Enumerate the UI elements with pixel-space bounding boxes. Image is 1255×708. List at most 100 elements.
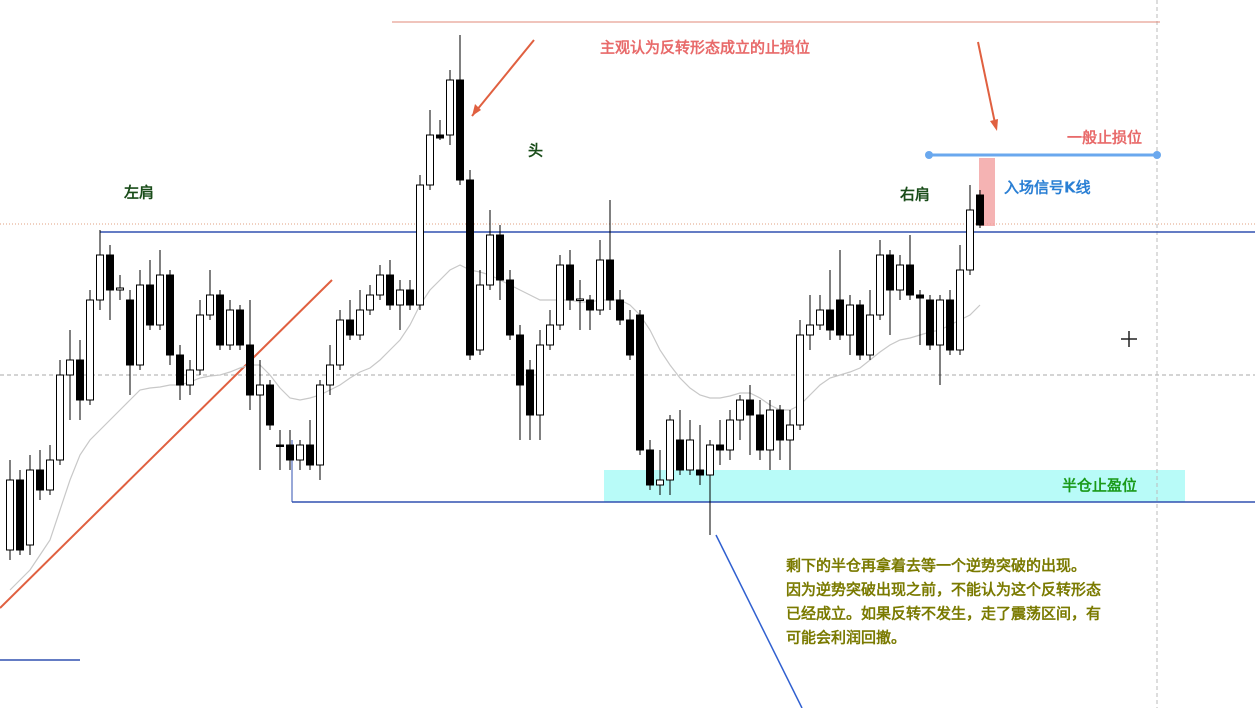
candle-body: [506, 279, 514, 336]
candle-body: [106, 254, 114, 291]
candle-body: [526, 369, 534, 416]
candle-body: [426, 134, 434, 186]
candle-body: [626, 319, 634, 356]
candle-body: [276, 444, 284, 447]
candle-body: [446, 79, 454, 136]
candle-body: [596, 259, 604, 311]
candle-body: [976, 194, 984, 226]
arrow: [977, 41, 997, 129]
candle-body: [386, 274, 394, 306]
cursor: [1121, 331, 1137, 347]
candle-body: [46, 459, 54, 491]
trend-line: [0, 279, 333, 609]
candle-body: [906, 264, 914, 296]
candle-body: [16, 479, 24, 551]
handle: [1153, 151, 1161, 159]
candle-body: [6, 479, 14, 551]
candle-body: [966, 209, 974, 271]
note-line: 剩下的半仓再拿着去等一个逆势突破的出现。: [786, 557, 1086, 575]
candle-body: [726, 419, 734, 451]
candle-body: [396, 289, 404, 306]
candle-body: [166, 274, 174, 356]
candle-body: [806, 324, 814, 336]
candle-body: [656, 479, 664, 486]
candle-body: [856, 304, 864, 356]
annotation: 入场信号K线: [1004, 179, 1091, 197]
candle-body: [706, 444, 714, 476]
candle-body: [26, 469, 34, 546]
candle-body: [866, 314, 874, 356]
candle-body: [336, 319, 344, 366]
candle-body: [756, 414, 764, 451]
annotation: 右肩: [900, 186, 930, 204]
candle-body: [286, 444, 294, 461]
arrow: [471, 39, 535, 117]
candle-body: [326, 364, 334, 386]
candle-body: [156, 274, 164, 326]
annotation: 一般止损位: [1067, 129, 1142, 147]
candle-body: [776, 409, 784, 441]
annotation: 半仓止盈位: [1062, 477, 1137, 495]
candle-body: [796, 334, 804, 426]
candle-body: [686, 439, 694, 471]
candle-body: [96, 254, 104, 301]
candle-body: [126, 299, 134, 366]
arrow-head: [472, 104, 481, 116]
candle-body: [516, 334, 524, 386]
annotation: 主观认为反转形态成立的止损位: [600, 39, 810, 57]
candle-body: [556, 264, 564, 326]
candle-body: [496, 234, 504, 281]
note-line: 已经成立。如果反转不发生，走了震荡区间，有: [786, 605, 1101, 623]
candle-body: [566, 264, 574, 301]
candle-body: [886, 254, 894, 291]
candle-body: [536, 344, 544, 416]
candle-body: [346, 319, 354, 336]
note-line: 可能会利润回撤。: [786, 629, 906, 647]
candle-body: [306, 444, 314, 466]
candle-body: [786, 424, 794, 441]
candle-body: [416, 184, 424, 306]
candle-body: [196, 314, 204, 371]
candle-body: [136, 284, 144, 366]
candle-body: [666, 419, 674, 481]
candle-body: [916, 294, 924, 299]
candle-body: [696, 469, 704, 476]
candle-body: [646, 449, 654, 486]
candle-body: [176, 354, 184, 386]
candle-body: [296, 444, 304, 461]
candle-body: [86, 299, 94, 401]
candle-body: [256, 384, 264, 396]
candle-body: [676, 439, 684, 471]
candle-body: [116, 287, 124, 291]
annotation: 左肩: [123, 184, 154, 202]
candle-body: [816, 309, 824, 326]
candle-body: [236, 309, 244, 346]
candle-body: [436, 134, 444, 139]
candle-body: [316, 384, 324, 466]
candle-body: [766, 409, 774, 451]
arrow-head: [990, 119, 998, 131]
candle-body: [206, 294, 214, 316]
candle-body: [636, 314, 644, 451]
candle-body: [146, 284, 154, 326]
candle-body: [926, 299, 934, 346]
candle-body: [616, 299, 624, 321]
candle-body: [186, 369, 194, 386]
handle: [925, 151, 933, 159]
candle-body: [826, 309, 834, 331]
note-line: 因为逆势突破出现之前，不能认为这个反转形态: [786, 581, 1101, 599]
candle-body: [466, 179, 474, 356]
candle-body: [576, 298, 584, 301]
candle-body: [746, 399, 754, 416]
candle-body: [456, 79, 464, 181]
moving-average: [9, 264, 981, 591]
candle-body: [476, 284, 484, 351]
candle-body: [356, 309, 364, 336]
candle-body: [716, 444, 724, 451]
candle-body: [896, 264, 904, 291]
candle-body: [66, 359, 74, 376]
candle-body: [366, 294, 374, 311]
candle-body: [226, 309, 234, 346]
candle-body: [36, 469, 44, 491]
